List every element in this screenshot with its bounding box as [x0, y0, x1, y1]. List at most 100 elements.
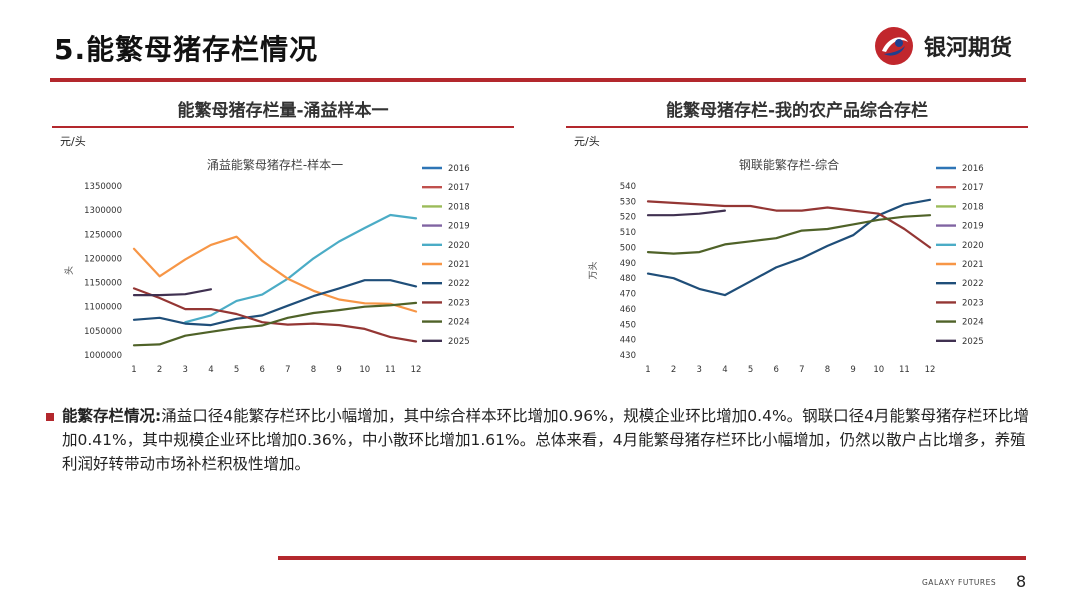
x-tick-label: 10	[873, 365, 884, 375]
legend-label-2017: 2017	[448, 183, 470, 193]
x-tick-label: 7	[799, 365, 804, 375]
series-line-2022	[646, 198, 932, 297]
y-tick-label: 520	[620, 213, 636, 223]
legend-label-2021: 2021	[962, 260, 984, 270]
y-tick-label: 1200000	[84, 254, 122, 264]
x-tick-label: 10	[359, 365, 370, 375]
x-tick-label: 3	[183, 365, 188, 375]
x-tick-label: 4	[722, 365, 727, 375]
left-chart-panel: 能繁母猪存栏量-涌益样本一 元/头 涌益能繁母猪存栏-样本一头 1000000 10…	[52, 96, 514, 376]
legend-label-2019: 2019	[448, 222, 470, 232]
left-panel-title: 能繁母猪存栏量-涌益样本一	[177, 101, 389, 121]
left-panel-divider	[52, 126, 514, 128]
logo-text: 银河期货	[924, 36, 1013, 61]
y-tick-label: 490	[620, 259, 636, 269]
right-panel-title: 能繁母猪存栏-我的农产品综合存栏	[665, 101, 929, 121]
y-tick-label: 1000000	[84, 351, 122, 361]
y-tick-label: 530	[620, 197, 636, 207]
series-line-2021	[132, 235, 418, 313]
galaxy-futures-logo-icon	[875, 27, 913, 65]
header-divider	[50, 78, 1026, 82]
footer-divider	[278, 556, 1026, 560]
series-line-2022	[132, 279, 418, 327]
y-tick-label: 450	[620, 320, 636, 330]
right-unit-label: 元/头	[574, 135, 600, 148]
legend-label-2022: 2022	[448, 279, 470, 289]
legend-label-2025: 2025	[962, 337, 984, 347]
legend-label-2016: 2016	[962, 164, 984, 174]
series-line-2025	[646, 209, 726, 217]
x-tick-label: 4	[208, 365, 213, 375]
legend-label-2024: 2024	[962, 318, 984, 328]
series-line-2023	[646, 200, 932, 249]
y-tick-label: 1050000	[84, 327, 122, 337]
page-title: 5.能繁母猪存栏情况	[54, 33, 319, 66]
legend-label-2016: 2016	[448, 164, 470, 174]
legend-label-2018: 2018	[448, 202, 470, 212]
series-line-2023	[132, 287, 418, 343]
y-tick-label: 1300000	[84, 206, 122, 216]
footer-brand: GALAXY FUTURES	[922, 578, 997, 587]
legend-label-2022: 2022	[962, 279, 984, 289]
x-tick-label: 5	[748, 365, 753, 375]
x-tick-label: 7	[285, 365, 290, 375]
y-tick-label: 500	[620, 243, 636, 253]
x-tick-label: 12	[925, 365, 936, 375]
brand-logo: 银河期货	[872, 24, 1032, 68]
legend-label-2023: 2023	[448, 298, 470, 308]
x-tick-label: 6	[773, 365, 778, 375]
legend-label-2017: 2017	[962, 183, 984, 193]
x-tick-label: 11	[899, 365, 910, 375]
legend-label-2024: 2024	[448, 318, 470, 328]
legend-label-2018: 2018	[962, 202, 984, 212]
y-tick-label: 470	[620, 290, 636, 300]
summary-label: 能繁存栏情况:	[62, 407, 162, 425]
square-bullet-icon	[46, 413, 54, 421]
series-line-2025	[132, 288, 212, 297]
y-tick-label: 1150000	[84, 279, 122, 289]
summary-text: 涌益口径4能繁存栏环比小幅增加，其中综合样本环比增加0.96%，规模企业环比增加…	[62, 407, 1030, 473]
legend-label-2020: 2020	[962, 241, 984, 251]
x-tick-label: 1	[645, 365, 650, 375]
series-line-2024	[646, 214, 932, 255]
chart-title: 涌益能繁母猪存栏-样本一	[207, 157, 343, 172]
y-tick-label: 430	[620, 351, 636, 361]
legend-label-2019: 2019	[962, 222, 984, 232]
x-tick-label: 9	[850, 365, 855, 375]
y-tick-label: 440	[620, 336, 636, 346]
x-tick-label: 9	[336, 365, 341, 375]
y-tick-label: 1250000	[84, 230, 122, 240]
right-panel-divider	[566, 126, 1028, 128]
right-line-chart: 钢联能繁存栏-综合万头43044045046047048049050051052…	[588, 157, 984, 375]
x-tick-label: 6	[259, 365, 264, 375]
y-tick-label: 540	[620, 182, 636, 192]
y-tick-label: 460	[620, 305, 636, 315]
y-axis-label: 万头	[588, 261, 599, 279]
left-unit-label: 元/头	[60, 135, 86, 148]
y-tick-label: 480	[620, 274, 636, 284]
y-axis-label: 头	[64, 266, 75, 275]
x-tick-label: 8	[311, 365, 316, 375]
y-tick-label: 1350000	[84, 182, 122, 192]
y-tick-label: 1100000	[84, 303, 122, 313]
summary-paragraph: 能繁存栏情况:涌益口径4能繁存栏环比小幅增加，其中综合样本环比增加0.96%，规…	[62, 404, 1034, 476]
x-tick-label: 11	[385, 365, 396, 375]
legend-label-2023: 2023	[962, 298, 984, 308]
x-tick-label: 3	[697, 365, 702, 375]
x-tick-label: 5	[234, 365, 239, 375]
page-number: 8	[1016, 572, 1027, 591]
x-tick-label: 2	[671, 365, 676, 375]
y-tick-label: 510	[620, 228, 636, 238]
legend-label-2020: 2020	[448, 241, 470, 251]
series-line-2020	[184, 213, 418, 324]
series-line-2024	[132, 301, 418, 347]
right-chart-panel: 能繁母猪存栏-我的农产品综合存栏 元/头 钢联能繁存栏-综合 万头 430 440 45…	[566, 96, 1028, 376]
chart-title: 钢联能繁存栏-综合	[739, 157, 839, 172]
x-tick-label: 1	[131, 365, 136, 375]
legend-label-2025: 2025	[448, 337, 470, 347]
legend-label-2021: 2021	[448, 260, 470, 270]
x-tick-label: 8	[825, 365, 830, 375]
x-tick-label: 2	[157, 365, 162, 375]
x-tick-label: 12	[411, 365, 422, 375]
